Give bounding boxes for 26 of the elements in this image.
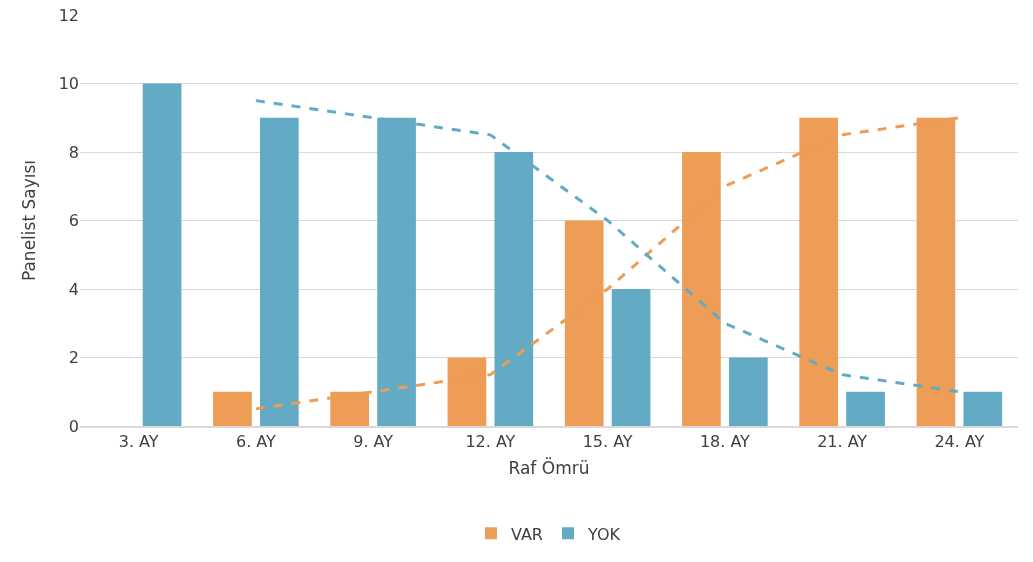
x-tick-label: 3. AY xyxy=(118,431,159,451)
y-tick-label: 0 xyxy=(68,416,79,436)
x-tick-label: 6. AY xyxy=(235,431,277,451)
x-tick-label: 15. AY xyxy=(582,431,633,451)
y-tick-label: 6 xyxy=(68,211,79,231)
bar xyxy=(259,117,299,426)
x-tick-label: 21. AY xyxy=(817,431,868,451)
x-tick-label: 12. AY xyxy=(465,431,516,451)
x-tick-label: 9. AY xyxy=(353,431,394,451)
bar xyxy=(213,391,252,426)
bar xyxy=(611,289,651,426)
legend-label: YOK xyxy=(586,524,621,544)
y-tick-label: 8 xyxy=(68,142,79,162)
y-tick-label: 4 xyxy=(68,279,79,299)
y-tick-label: 10 xyxy=(58,74,79,94)
x-tick-label: 24. AY xyxy=(934,431,985,451)
bar xyxy=(846,391,885,426)
x-tick-label: 18. AY xyxy=(699,431,751,451)
y-axis-title: Panelist Sayısı xyxy=(19,159,40,282)
bar xyxy=(728,357,768,426)
x-axis-title: Raf Ömrü xyxy=(508,456,590,478)
bar xyxy=(963,391,1003,426)
bar xyxy=(142,83,182,426)
legend-label: VAR xyxy=(511,524,543,544)
y-tick-label: 2 xyxy=(68,348,79,368)
y-tick-label: 12 xyxy=(58,5,79,25)
